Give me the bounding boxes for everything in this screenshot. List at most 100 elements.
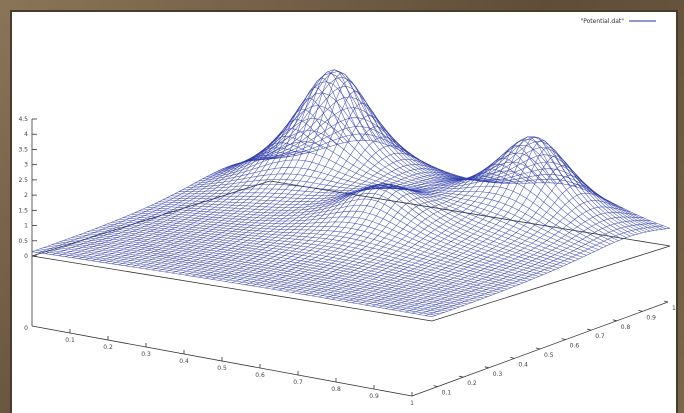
mesh-line-y	[103, 225, 504, 291]
x-tick-label: 0.3	[141, 351, 151, 358]
mesh-line-y	[139, 210, 540, 277]
x-tick-label: 0.1	[65, 337, 75, 344]
mesh-line-y	[75, 235, 476, 302]
x-tick-label: 0.5	[217, 365, 227, 372]
mesh-line-y	[143, 208, 544, 276]
surface-plot: 4.5 4 3.5 3 2.5 2 1.5 1 0.5 0 0 0.1 0.2 0.3 0.4 0.5 0.6…	[18, 18, 676, 407]
x-tick-label: 0.7	[293, 379, 303, 386]
mesh-line-y	[115, 220, 516, 287]
mesh-line-y	[67, 238, 468, 305]
y-tick-label: 0.5	[544, 352, 554, 359]
mesh-line-y	[230, 73, 631, 237]
mesh-line-y	[47, 245, 448, 312]
y-tick-mark	[510, 357, 515, 359]
y-tick-mark	[433, 385, 438, 387]
mesh-line-y	[79, 234, 480, 300]
mesh-line-y	[87, 231, 488, 297]
x-axis: 0.1 0.2 0.3 0.4 0.5 0.6 0.7 0.8 0.9 1	[31, 325, 414, 407]
mesh-line-y	[242, 76, 643, 234]
surface-mesh	[31, 69, 671, 317]
plot-panel: 4.5 4 3.5 3 2.5 2 1.5 1 0.5 0 0 0.1 0.2 0.3 0.4 0.5 0.6…	[12, 12, 676, 413]
x-tick-label: 0.6	[255, 372, 265, 379]
mesh-line-y	[250, 96, 651, 232]
y-tick-label: 0.1	[442, 390, 452, 397]
y-tick-mark	[638, 310, 643, 312]
mesh-line-y	[39, 248, 440, 315]
z-axis: 4.5 4 3.5 3 2.5 2 1.5 1 0.5 0 0	[18, 116, 37, 332]
z-tick-label: 3.5	[18, 146, 28, 153]
x-tick-label: 0.2	[103, 344, 113, 351]
z-tick-label: 3	[24, 162, 28, 169]
mesh-line-y	[262, 126, 663, 230]
mesh-line-y	[59, 241, 460, 308]
mesh-line-y	[210, 130, 611, 245]
mesh-line-y	[178, 185, 579, 260]
mesh-line-y	[91, 229, 492, 296]
mesh-line-y	[123, 217, 524, 284]
y-tick-mark	[561, 338, 566, 340]
y-tick-label: 0.4	[518, 361, 528, 368]
mesh-line-y	[63, 240, 464, 306]
mesh-line-y	[154, 193, 556, 270]
z-tick-label: 0.5	[18, 238, 28, 245]
mesh-line-y	[206, 141, 607, 247]
y-tick-mark	[663, 300, 669, 303]
mesh-line-y	[71, 237, 472, 303]
y-tick-label: 0.7	[595, 333, 605, 340]
z-tick-label: 0	[24, 253, 28, 260]
y-axis: 0.1 0.2 0.3 0.4 0.5 0.6 0.7 0.8 0.9 1	[411, 300, 676, 397]
mesh-line-y	[190, 173, 591, 254]
mesh-line-y	[234, 69, 635, 236]
legend: "Potential.dat"	[580, 18, 656, 25]
y-tick-mark	[484, 366, 489, 369]
mesh-line-x	[178, 136, 417, 275]
mesh-line-x	[45, 157, 284, 254]
mesh-line-y	[194, 167, 595, 252]
legend-label: "Potential.dat"	[580, 18, 624, 25]
mesh-line-y	[198, 159, 599, 250]
mesh-line-y	[158, 188, 559, 269]
mesh-line-y	[150, 198, 552, 272]
mesh-line-y	[119, 218, 520, 285]
z-floor-tick-label: 0	[24, 325, 28, 332]
mesh-line-y	[246, 86, 647, 233]
y-tick-mark	[535, 347, 541, 350]
mesh-line-x	[58, 151, 297, 256]
z-tick-label: 2	[24, 192, 28, 199]
mesh-line-y	[265, 133, 667, 230]
y-tick-label: 0.2	[467, 380, 477, 387]
mesh-line-x	[298, 158, 537, 294]
z-tick-label: 2.5	[18, 177, 28, 184]
mesh-line-y	[170, 183, 571, 263]
mesh-line-y	[95, 228, 496, 294]
mesh-line-y	[43, 247, 444, 313]
mesh-line-y	[55, 242, 456, 309]
mesh-line-y	[131, 213, 532, 280]
mesh-line-y	[254, 107, 655, 231]
mesh-line-y	[83, 232, 484, 299]
mesh-line-y	[226, 81, 627, 238]
mesh-line-y	[269, 139, 671, 229]
y-tick-label: 0.8	[621, 324, 631, 331]
y-tick-mark	[459, 375, 464, 378]
x-tick-label: 0.8	[331, 386, 341, 393]
mesh-line-y	[31, 251, 433, 317]
mesh-line-y	[99, 226, 500, 293]
mesh-line-y	[146, 204, 548, 274]
mesh-line-y	[111, 222, 512, 288]
y-tick-mark	[612, 319, 617, 322]
mesh-line-y	[182, 184, 583, 258]
y-tick-label: 0.9	[646, 314, 656, 321]
x-tick-label: 0.4	[179, 358, 189, 365]
mesh-line-y	[35, 250, 437, 316]
z-tick-label: 1	[24, 223, 28, 230]
x-tick-label: 1	[410, 400, 414, 407]
y-tick-label: 0.6	[570, 343, 580, 350]
mesh-line-x	[431, 228, 671, 317]
mesh-line-y	[258, 117, 659, 231]
z-tick-label: 4	[24, 131, 28, 138]
mesh-line-y	[51, 244, 452, 310]
mesh-line-y	[218, 105, 619, 241]
mesh-line-y	[107, 223, 508, 290]
